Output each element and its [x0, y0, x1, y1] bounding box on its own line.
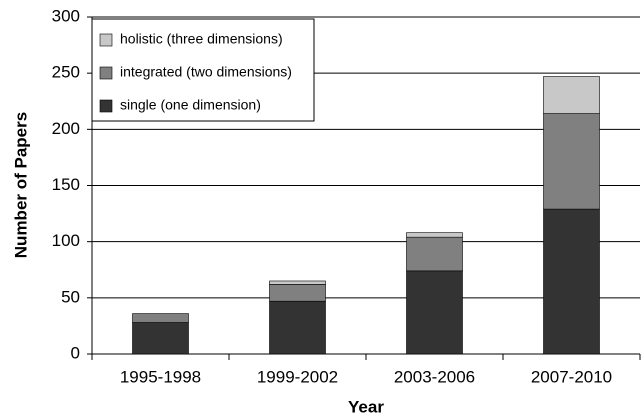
bar-segment	[543, 208, 600, 355]
x-tick-label: 1999-2002	[257, 367, 338, 386]
bar-segment	[406, 236, 463, 272]
x-tick-label: 2003-2006	[394, 367, 475, 386]
legend-box	[91, 18, 315, 122]
bar-segment	[543, 113, 600, 210]
legend-swatch	[99, 33, 113, 47]
y-tick-label: 50	[61, 287, 80, 306]
x-tick-label: 1995-1998	[120, 367, 201, 386]
bar-segment	[269, 300, 326, 355]
bar-segment	[132, 322, 189, 355]
y-tick-label: 250	[52, 63, 80, 82]
legend-label: single (one dimension)	[120, 97, 261, 113]
bar-segment	[269, 284, 326, 302]
y-tick-label: 0	[71, 343, 80, 362]
y-tick-label: 150	[52, 175, 80, 194]
y-tick-label: 100	[52, 231, 80, 250]
bar-segment	[543, 76, 600, 114]
bar-segment	[406, 270, 463, 355]
x-axis-label: Year	[348, 397, 384, 416]
legend-label: holistic (three dimensions)	[120, 31, 283, 47]
legend-label: integrated (two dimensions)	[120, 64, 292, 80]
bar-segment	[406, 232, 463, 238]
y-tick-label: 200	[52, 119, 80, 138]
bar-segment	[132, 313, 189, 323]
y-tick-label: 300	[52, 6, 80, 25]
legend-swatch	[99, 99, 113, 113]
x-tick-label: 2007-2010	[531, 367, 612, 386]
bar-segment	[269, 280, 326, 285]
y-axis-label: Number of Papers	[11, 112, 30, 258]
legend-swatch	[99, 66, 113, 80]
